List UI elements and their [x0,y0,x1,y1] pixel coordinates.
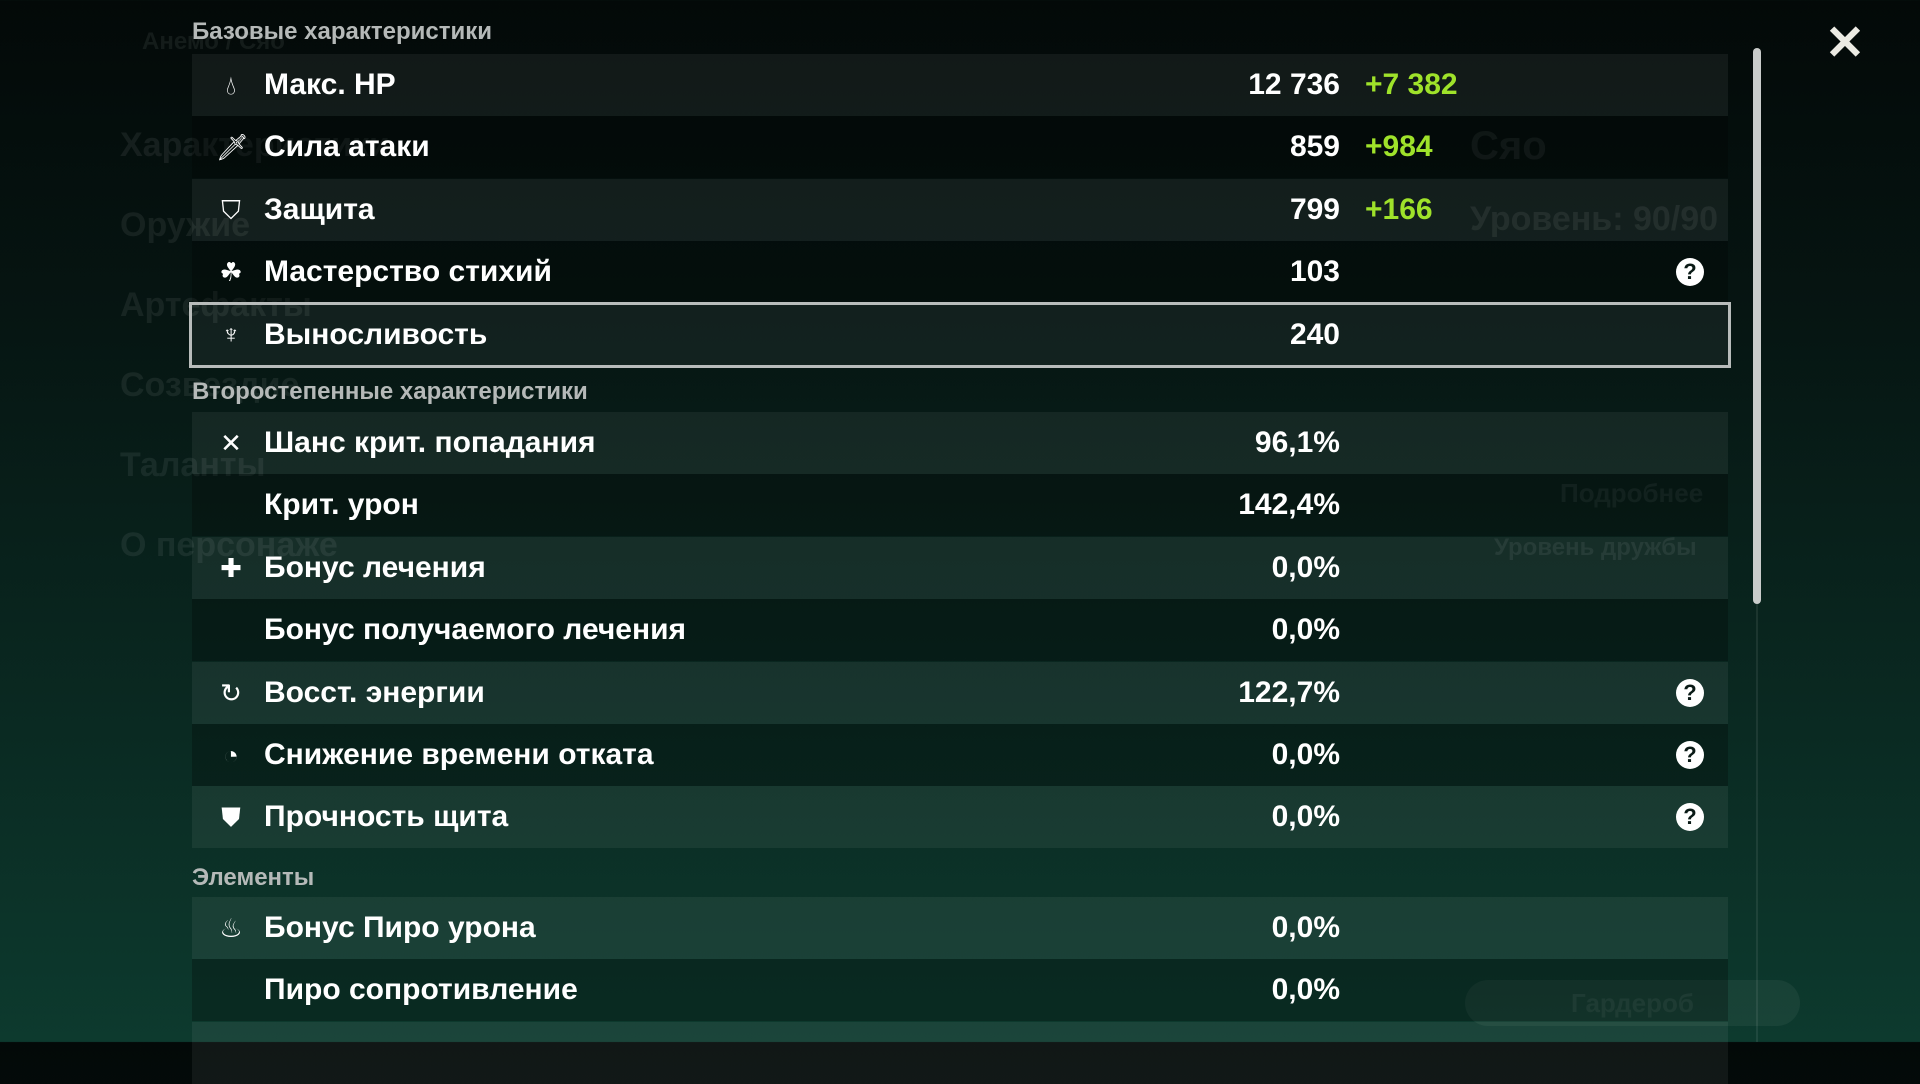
stat-row[interactable]: ✚ Бонус лечения 0,0% [192,536,1728,599]
stat-row[interactable]: ⛊ Прочность щита 0,0%? [192,786,1728,849]
bg-menu-item: Артефакты [120,286,312,324]
stat-value: 240 [1289,317,1340,351]
stat-value: 0,0% [1271,613,1340,647]
stat-value: 142,4% [1238,488,1340,522]
scrollbar-thumb[interactable] [1753,48,1761,604]
stat-row[interactable]: ◔ Снижение времени отката 0,0%? [192,724,1728,786]
stat-row[interactable]: ⛉ Защита 799 +166 [192,178,1728,241]
stat-row[interactable]: ✕ Шанс крит. попадания 96,1% [192,412,1728,474]
stat-label: Крит. урон [264,488,419,522]
bg-wardrobe-button: Гардероб [1465,980,1800,1026]
stat-value: 859 [1289,130,1340,164]
healing-cross-icon: ✚ [220,552,242,583]
sword-icon: 🗡︎ [216,132,250,163]
shield-strength-icon: ⛊ [221,802,241,833]
stat-value: 122,7% [1238,675,1340,709]
stat-row[interactable]: Крит. урон 142,4% [192,474,1728,537]
stat-value: 96,1% [1254,426,1340,459]
stat-label: Макс. HP [264,68,396,101]
bg-level: Уровень: 90/90 [1470,200,1719,238]
stat-label: Бонус лечения [264,550,486,584]
help-icon[interactable]: ? [1676,678,1704,707]
scrollbar-track[interactable] [1756,604,1758,1042]
section-title-base: Базовые характеристики [192,18,492,45]
stat-label: Восст. энергии [264,675,485,709]
shield-icon: ⛉ [221,194,241,225]
section-title-elements: Элементы [192,864,315,891]
stat-value: 0,0% [1271,911,1340,944]
stat-label: Пиро сопротивление [264,973,578,1007]
stat-row[interactable]: ☘︎ Мастерство стихий 103? [192,241,1728,304]
bg-menu-item: Таланты [120,446,266,484]
stat-label: Мастерство стихий [264,255,552,289]
stat-value: 0,0% [1271,738,1340,771]
stat-value: 0,0% [1271,550,1340,584]
hp-drop-icon: 💧︎ [225,70,237,100]
stat-row[interactable]: ♨︎ Бонус Пиро урона 0,0% [192,897,1728,959]
stat-row[interactable]: 💧︎ Макс. HP 12 736 +7 382 [192,54,1728,116]
bg-char-name: Сяо [1470,124,1547,168]
stat-row[interactable]: 🗡︎ Сила атаки 859 +984 [192,116,1728,179]
stat-label: Защита [264,192,375,226]
stat-row[interactable]: Бонус получаемого лечения 0,0% [192,599,1728,662]
cooldown-icon: ◔ [223,740,239,770]
bg-menu-item: Характеристики [120,126,390,164]
energy-recharge-icon: ↻ [220,677,242,708]
stat-value: 103 [1289,255,1340,289]
stat-bonus: +984 [1365,130,1433,164]
close-icon: ✕ [1824,17,1866,70]
section-title-secondary: Второстепенные характеристики [192,378,588,405]
help-icon[interactable]: ? [1676,258,1704,287]
close-button[interactable]: ✕ [1820,20,1870,68]
help-icon[interactable]: ? [1676,741,1704,769]
crit-icon: ✕ [220,428,242,458]
bg-element-path: Анемо / Сяо [142,28,285,55]
stat-label: Бонус получаемого лечения [264,613,687,647]
stat-row[interactable]: ♆ Выносливость 240 [189,301,1731,368]
bg-menu-item: Оружие [120,206,251,244]
bg-menu-item: Созвездие [120,366,300,404]
help-icon[interactable]: ? [1676,803,1704,832]
elemental-mastery-icon: ☘︎ [219,257,243,288]
stat-value: 12 736 [1248,68,1340,101]
bg-menu-item: О персонаже [120,526,338,564]
stat-bonus: +7 382 [1365,68,1458,101]
pyro-icon: ♨︎ [219,913,243,943]
stamina-icon: ♆ [221,318,241,349]
stat-label: Шанс крит. попадания [264,426,596,459]
stat-row[interactable]: Пиро сопротивление 0,0% [192,959,1728,1022]
bg-friendship: Уровень дружбы [1494,534,1697,561]
stat-row[interactable]: ↻ Восст. энергии 122,7%? [192,661,1728,724]
stat-value: 0,0% [1271,800,1340,834]
stat-value: 0,0% [1271,973,1340,1007]
stat-label: Бонус Пиро урона [264,911,536,944]
stat-bonus: +166 [1365,192,1433,226]
stat-label: Выносливость [264,317,488,351]
stat-row-partial[interactable] [192,1022,1728,1084]
stat-label: Снижение времени отката [264,738,654,771]
bg-details-button: Подробнее [1560,478,1704,508]
stat-label: Прочность щита [264,800,509,834]
stat-label: Сила атаки [264,130,430,164]
stat-value: 799 [1289,192,1340,226]
